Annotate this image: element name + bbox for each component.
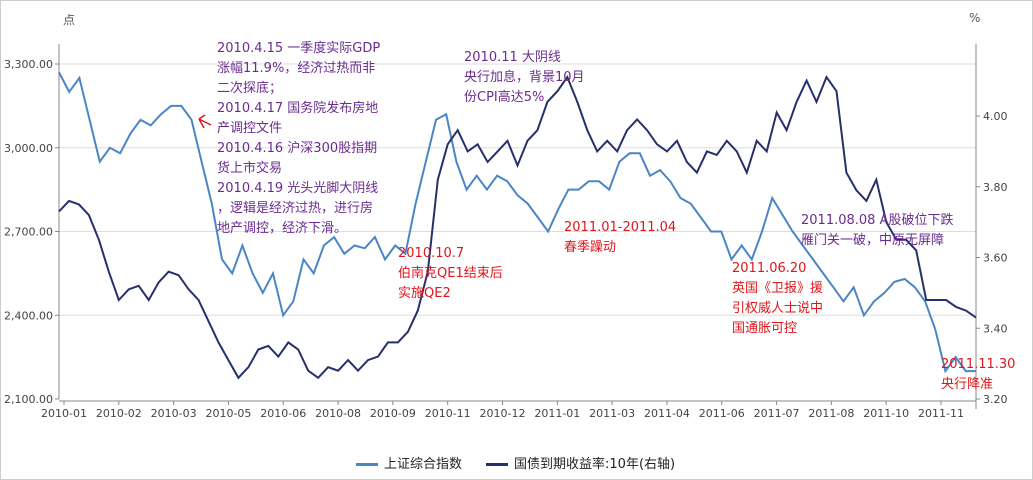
right-tick-label: 4.00 xyxy=(983,110,1008,123)
x-tick-label: 2011-06 xyxy=(699,407,745,420)
legend-item-index: 上证综合指数 xyxy=(356,453,462,472)
left-tick-label: 3,300.00 xyxy=(4,58,53,71)
x-tick-label: 2011-10 xyxy=(863,407,909,420)
x-tick-label: 2011-08 xyxy=(808,407,854,420)
series-line-index xyxy=(58,71,976,374)
x-tick-label: 2010-03 xyxy=(151,407,197,420)
x-tick-label: 2011-07 xyxy=(754,407,800,420)
series-line-bond-yield xyxy=(58,75,977,380)
x-tick-label: 2010-05 xyxy=(205,407,251,420)
annotation-2010-oct: 2010.10.7 伯南克QE1结束后 实施QE2 xyxy=(398,246,503,301)
legend-item-bond-yield: 国债到期收益率:10年(右轴) xyxy=(486,453,675,472)
x-tick-label: 2010-06 xyxy=(260,407,306,420)
annotation-2011-aug: 2011.08.08 A股破位下跌 雁门关一破，中原无屏障 xyxy=(801,213,954,248)
annotation-2010-april: 2010.4.15 一季度实际GDP 涨幅11.9%，经济过热而非 二次探底； … xyxy=(217,41,381,236)
right-tick-label: 3.40 xyxy=(983,322,1008,335)
right-tick-label: 3.20 xyxy=(983,393,1008,406)
x-tick-label: 2010-08 xyxy=(315,407,361,420)
x-tick-label: 2011-01 xyxy=(534,407,580,420)
right-axis-unit: % xyxy=(969,11,981,25)
annotation-arrow xyxy=(198,114,212,129)
x-tick-label: 2011-03 xyxy=(589,407,635,420)
annotation-2011-nov: 2011.11.30 央行降准 xyxy=(941,357,1016,392)
left-tick-label: 2,400.00 xyxy=(4,309,53,322)
left-tick-label: 3,000.00 xyxy=(4,142,53,155)
x-tick-label: 2010-01 xyxy=(41,407,87,420)
legend: 上证综合指数 国债到期收益率:10年(右轴) xyxy=(356,453,675,472)
right-tick-label: 3.80 xyxy=(983,181,1008,194)
x-tick-label: 2010-11 xyxy=(425,407,471,420)
x-tick-label: 2010-12 xyxy=(480,407,526,420)
x-tick-label: 2010-09 xyxy=(370,407,416,420)
x-tick-label: 2011-11 xyxy=(918,407,964,420)
x-tick-label: 2010-02 xyxy=(96,407,142,420)
annotation-2010-nov: 2010.11 大阴线 央行加息，背景10月 份CPI高达5% xyxy=(464,50,585,105)
x-tick-label: 2011-04 xyxy=(644,407,690,420)
annotation-2011-june: 2011.06.20 英国《卫报》援 引权威人士说中 国通胀可控 xyxy=(732,261,824,336)
left-axis-unit: 点 xyxy=(63,13,76,27)
left-tick-label: 2,100.00 xyxy=(4,393,53,406)
annotation-2011-spring: 2011.01-2011.04 春季躁动 xyxy=(564,220,677,255)
right-tick-label: 3.60 xyxy=(983,252,1008,265)
left-tick-label: 2,700.00 xyxy=(4,226,53,239)
